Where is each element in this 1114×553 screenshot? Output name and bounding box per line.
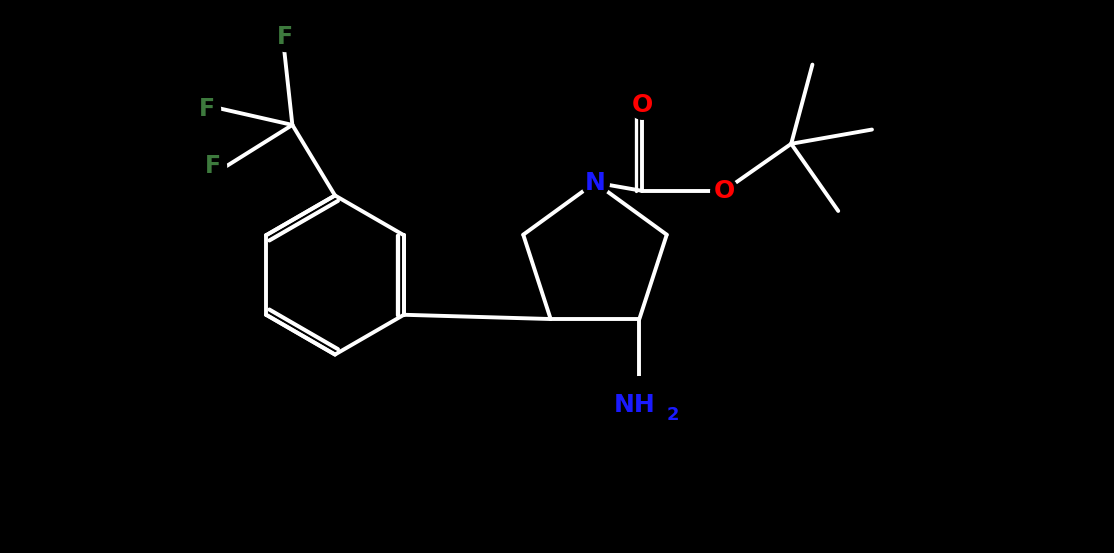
Text: F: F xyxy=(277,25,293,50)
Text: F: F xyxy=(199,97,215,121)
Text: 2: 2 xyxy=(666,406,678,424)
Text: O: O xyxy=(713,179,734,203)
Text: NH: NH xyxy=(614,393,655,417)
Text: F: F xyxy=(205,154,221,178)
Text: O: O xyxy=(632,93,653,117)
Text: N: N xyxy=(585,170,605,195)
